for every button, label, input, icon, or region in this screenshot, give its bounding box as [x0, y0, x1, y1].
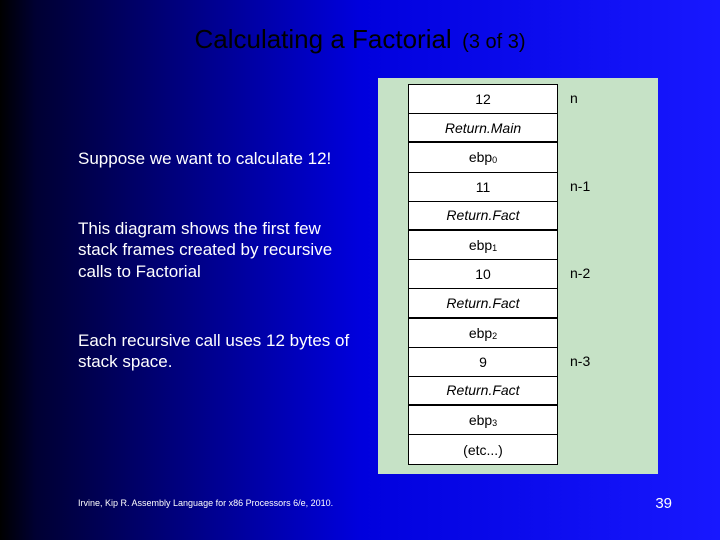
stack-cell: 11 [409, 173, 557, 202]
stack-cell: Return.Main [409, 114, 557, 143]
stack-cell: 12 [409, 85, 557, 114]
stack-column: 12Return.Mainebp011Return.Factebp110Retu… [408, 84, 558, 465]
stack-cell: 9 [409, 348, 557, 377]
paragraph-3: Each recursive call uses 12 bytes of sta… [78, 330, 358, 373]
side-label: n [570, 90, 630, 106]
citation: Irvine, Kip R. Assembly Language for x86… [78, 498, 333, 508]
slide-subtitle: (3 of 3) [462, 31, 525, 53]
side-label: n-3 [570, 353, 630, 369]
stack-cell: 10 [409, 260, 557, 289]
stack-cell: ebp2 [409, 319, 557, 348]
side-label: n-1 [570, 178, 630, 194]
paragraph-1: Suppose we want to calculate 12! [78, 148, 358, 169]
stack-cell: Return.Fact [409, 377, 557, 406]
slide-number: 39 [655, 495, 672, 512]
stack-cell: Return.Fact [409, 202, 557, 231]
slide-title: Calculating a Factorial [194, 24, 451, 54]
stack-cell: ebp0 [409, 143, 557, 172]
side-label: n-2 [570, 265, 630, 281]
stack-cell: ebp3 [409, 406, 557, 435]
title-area: Calculating a Factorial (3 of 3) [0, 24, 720, 55]
stack-cell: (etc...) [409, 435, 557, 464]
stack-cell: ebp1 [409, 231, 557, 260]
paragraph-2: This diagram shows the first few stack f… [78, 218, 358, 282]
stack-diagram: 12Return.Mainebp011Return.Factebp110Retu… [378, 78, 658, 474]
stack-cell: Return.Fact [409, 289, 557, 318]
